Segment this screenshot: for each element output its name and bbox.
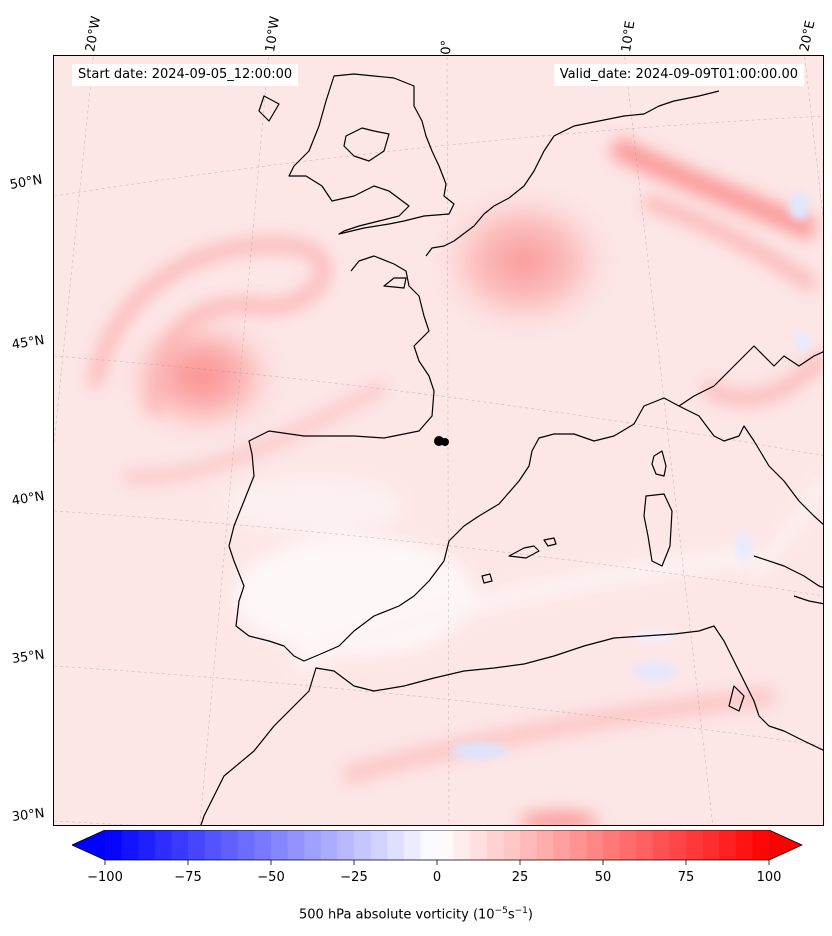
colorbar-level	[287, 830, 305, 860]
colorbar-tick-label: −75	[174, 870, 202, 885]
colorbar-level	[320, 830, 338, 860]
lon-label-20w: 20°W	[83, 15, 105, 54]
colorbar-level	[520, 830, 538, 860]
colorbar-level	[370, 830, 388, 860]
colorbar-extend-min	[72, 830, 105, 860]
colorbar-level	[503, 830, 521, 860]
vorticity-map	[54, 56, 823, 825]
colorbar-level	[669, 830, 687, 860]
colorbar-level	[437, 830, 455, 860]
colorbar-level	[138, 830, 156, 860]
colorbar-tick-label: −100	[87, 870, 123, 885]
lon-label-20e: 20°E	[797, 19, 819, 54]
coastlines	[200, 73, 823, 825]
lat-label-35n: 35°N	[10, 647, 46, 667]
colorbar-level	[586, 830, 604, 860]
colorbar-level	[752, 830, 770, 860]
colorbar-level	[470, 830, 488, 860]
colorbar-level	[387, 830, 405, 860]
colorbar-level	[304, 830, 322, 860]
start-date-label: Start date: 2024-09-05_12:00:00	[72, 64, 299, 86]
colorbar-level	[536, 830, 554, 860]
colorbar-level	[237, 830, 255, 860]
colorbar-level	[702, 830, 720, 860]
colorbar-level	[636, 830, 654, 860]
colorbar-tick-label: 50	[594, 870, 612, 885]
colorbar-tick-label: −50	[257, 870, 285, 885]
colorbar-level	[188, 830, 206, 860]
location-marker	[434, 436, 449, 446]
colorbar-level	[354, 830, 372, 860]
colorbar-level	[652, 830, 670, 860]
colorbar-level	[154, 830, 172, 860]
colorbar-level	[735, 830, 753, 860]
colorbar-title: 500 hPa absolute vorticity (10−5s−1)	[299, 906, 533, 923]
lat-label-30n: 30°N	[11, 806, 46, 825]
colorbar-level	[105, 830, 123, 860]
colorbar-level	[619, 830, 637, 860]
colorbar-level	[420, 830, 438, 860]
lat-label-50n: 50°N	[8, 172, 44, 193]
colorbar-level	[171, 830, 189, 860]
colorbar-extend-max	[769, 830, 802, 860]
colorbar-level	[486, 830, 504, 860]
colorbar-tick-label: 25	[511, 870, 529, 885]
valid-date-label: Valid_date: 2024-09-09T01:00:00.00	[553, 64, 804, 86]
colorbar-level	[271, 830, 289, 860]
lat-label-45n: 45°N	[10, 332, 46, 353]
colorbar-level	[254, 830, 272, 860]
colorbar-level	[121, 830, 139, 860]
lon-label-0: 0°	[439, 39, 455, 55]
colorbar-level	[686, 830, 704, 860]
map-panel	[53, 55, 824, 826]
colorbar-tick-label: 0	[432, 870, 442, 885]
colorbar-level	[719, 830, 737, 860]
colorbar-level	[204, 830, 222, 860]
field-patterns	[87, 136, 823, 825]
negative-vorticity-patches	[451, 192, 810, 759]
colorbar-level	[603, 830, 621, 860]
lat-label-40n: 40°N	[10, 488, 46, 509]
colorbar-level	[569, 830, 587, 860]
colorbar-level	[453, 830, 471, 860]
colorbar-level	[221, 830, 239, 860]
colorbar-level	[553, 830, 571, 860]
colorbar	[72, 830, 803, 865]
colorbar-tick-label: −25	[340, 870, 368, 885]
colorbar-level	[403, 830, 421, 860]
colorbar-level	[337, 830, 355, 860]
colorbar-tick-label: 100	[756, 870, 782, 885]
lon-label-10w: 10°W	[263, 15, 283, 53]
lon-label-10e: 10°E	[619, 19, 639, 53]
colorbar-tick-label: 75	[677, 870, 695, 885]
